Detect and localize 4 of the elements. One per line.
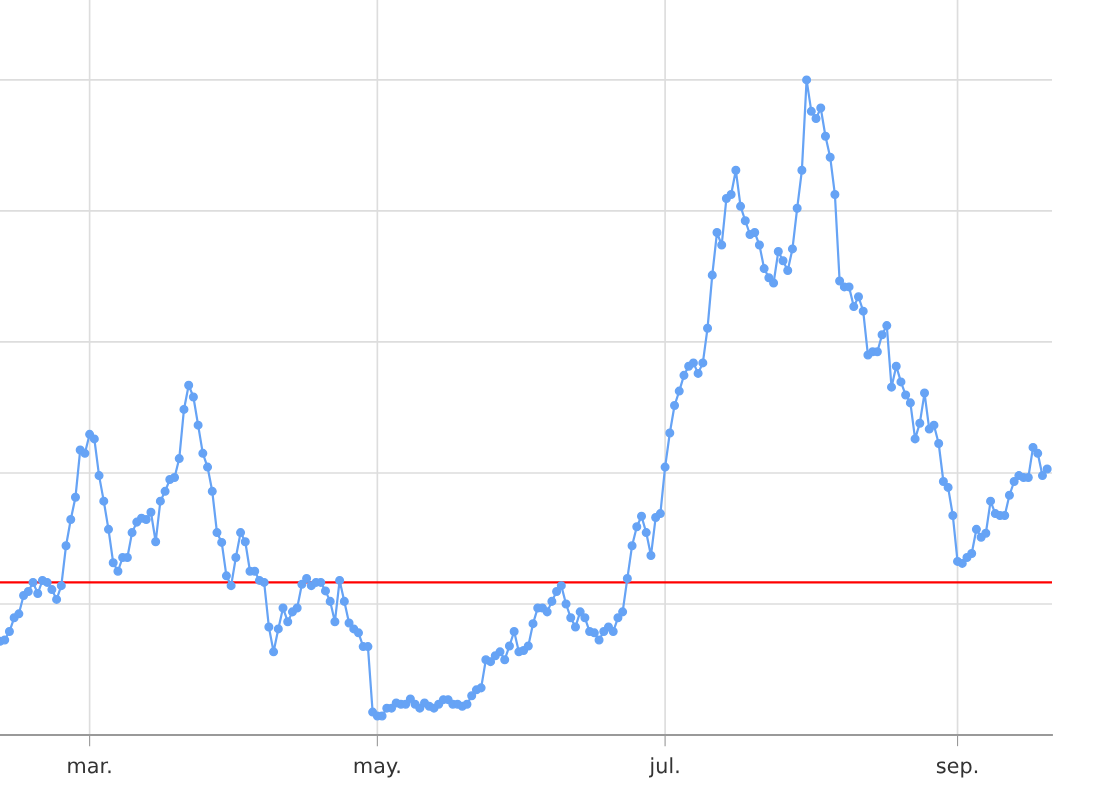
x-tick-label: may.: [354, 761, 400, 778]
x-tick-label: sep.: [936, 761, 978, 778]
x-tick-label: jul.: [649, 757, 679, 778]
x-tick-label: mar.: [68, 761, 111, 774]
